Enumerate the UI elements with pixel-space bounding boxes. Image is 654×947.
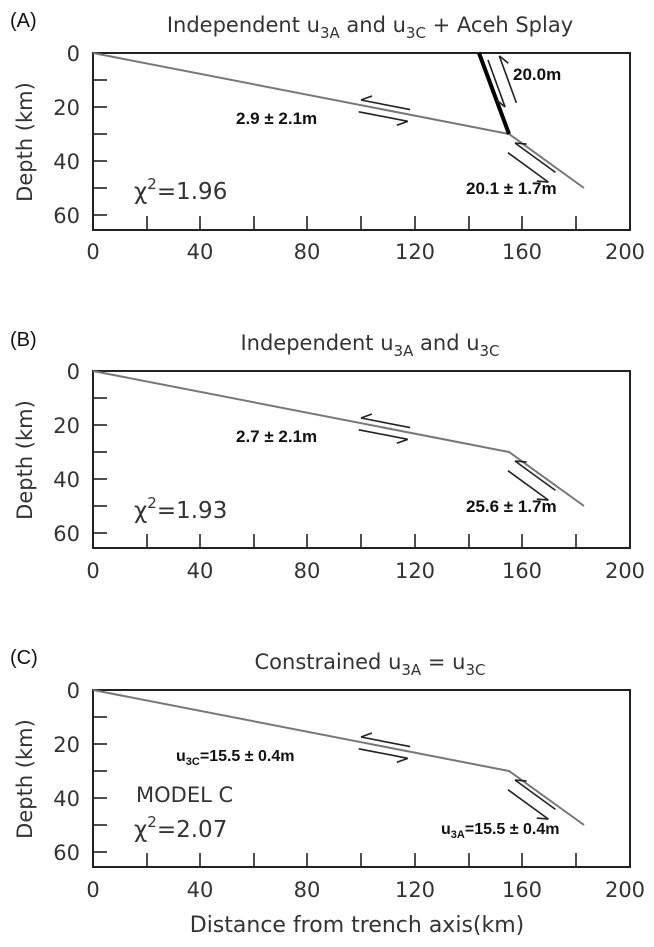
x-tick-label: 40 xyxy=(187,559,214,583)
model-label: MODEL C xyxy=(136,783,233,807)
y-tick-labels: 0 20 40 60 xyxy=(53,360,80,546)
splay-slip-label: 20.0m xyxy=(513,65,561,84)
x-tick-label: 160 xyxy=(502,559,542,583)
x-tick-label: 120 xyxy=(395,559,435,583)
y-axis-label: Depth (km) xyxy=(13,400,37,520)
x-tick-label: 120 xyxy=(395,878,435,902)
x-tick-label: 0 xyxy=(86,559,99,583)
x-tick-label: 40 xyxy=(187,878,214,902)
x-axis-label: Distance from trench axis(km) xyxy=(190,913,525,938)
megathrust-line xyxy=(92,52,585,189)
y-axis-label: Depth (km) xyxy=(13,82,37,202)
y-axis-label: Depth (km) xyxy=(13,719,37,839)
y-tick-label: 20 xyxy=(53,414,80,438)
y-tick-label: 60 xyxy=(53,841,80,865)
upper-slip-label: 2.7 ± 2.1m xyxy=(236,427,317,446)
panel-letter: (A) xyxy=(10,10,37,32)
x-ticks xyxy=(146,534,577,548)
megathrust-line xyxy=(92,689,585,826)
chi-square-label: χ2=2.07 xyxy=(134,813,227,843)
x-tick-label: 200 xyxy=(605,240,645,264)
lower-slip-arrows xyxy=(503,774,560,825)
y-tick-label: 20 xyxy=(53,96,80,120)
panel-c: (C) Constrained u3A = u3C 0 20 40 60 0 4… xyxy=(10,647,645,902)
chi-square-label: χ2=1.96 xyxy=(134,175,227,205)
panel-letter: (C) xyxy=(10,647,38,669)
chi-square-label: χ2=1.93 xyxy=(134,494,227,524)
lower-slip-label: 20.1 ± 1.7m xyxy=(466,179,557,198)
y-tick-label: 60 xyxy=(53,522,80,546)
panel-letter: (B) xyxy=(10,329,37,351)
y-tick-label: 20 xyxy=(53,733,80,757)
x-tick-label: 200 xyxy=(605,878,645,902)
panel-title: Constrained u3A = u3C xyxy=(255,650,486,679)
y-ticks xyxy=(93,716,107,853)
y-tick-label: 0 xyxy=(67,360,80,384)
y-tick-label: 60 xyxy=(53,204,80,228)
y-ticks xyxy=(93,397,107,534)
lower-slip-label: u3A=15.5 ± 0.4m xyxy=(441,821,559,841)
y-tick-label: 40 xyxy=(53,468,80,492)
splay-fault-line xyxy=(477,52,511,135)
x-tick-label: 160 xyxy=(502,878,542,902)
y-tick-label: 40 xyxy=(53,150,80,174)
x-tick-labels: 0 40 80 120 160 200 xyxy=(86,559,645,583)
x-tick-label: 40 xyxy=(187,240,214,264)
x-tick-labels: 0 40 80 120 160 200 xyxy=(86,878,645,902)
x-tick-label: 200 xyxy=(605,559,645,583)
x-tick-label: 160 xyxy=(502,240,542,264)
x-tick-label: 80 xyxy=(294,240,321,264)
x-tick-label: 120 xyxy=(395,240,435,264)
panel-title: Independent u3A and u3C xyxy=(240,331,499,360)
upper-slip-label: 2.9 ± 2.1m xyxy=(236,109,317,128)
y-tick-labels: 0 20 40 60 xyxy=(53,42,80,228)
y-tick-label: 0 xyxy=(67,42,80,66)
upper-slip-label: u3C=15.5 ± 0.4m xyxy=(176,748,294,768)
panel-a: (A) Independent u3A and u3C + Aceh Splay… xyxy=(10,10,645,264)
lower-slip-label: 25.6 ± 1.7m xyxy=(466,497,557,516)
x-tick-label: 80 xyxy=(294,559,321,583)
panel-title: Independent u3A and u3C + Aceh Splay xyxy=(167,13,573,42)
panel-b: (B) Independent u3A and u3C 0 20 40 60 0… xyxy=(10,329,645,583)
megathrust-line xyxy=(92,370,585,507)
y-ticks xyxy=(93,79,107,216)
x-ticks xyxy=(146,216,577,230)
x-tick-label: 0 xyxy=(86,240,99,264)
x-tick-label: 80 xyxy=(294,878,321,902)
y-tick-label: 40 xyxy=(53,787,80,811)
x-ticks xyxy=(146,853,577,867)
y-tick-labels: 0 20 40 60 xyxy=(53,679,80,865)
y-tick-label: 0 xyxy=(67,679,80,703)
x-tick-label: 0 xyxy=(86,878,99,902)
x-tick-labels: 0 40 80 120 160 200 xyxy=(86,240,645,264)
